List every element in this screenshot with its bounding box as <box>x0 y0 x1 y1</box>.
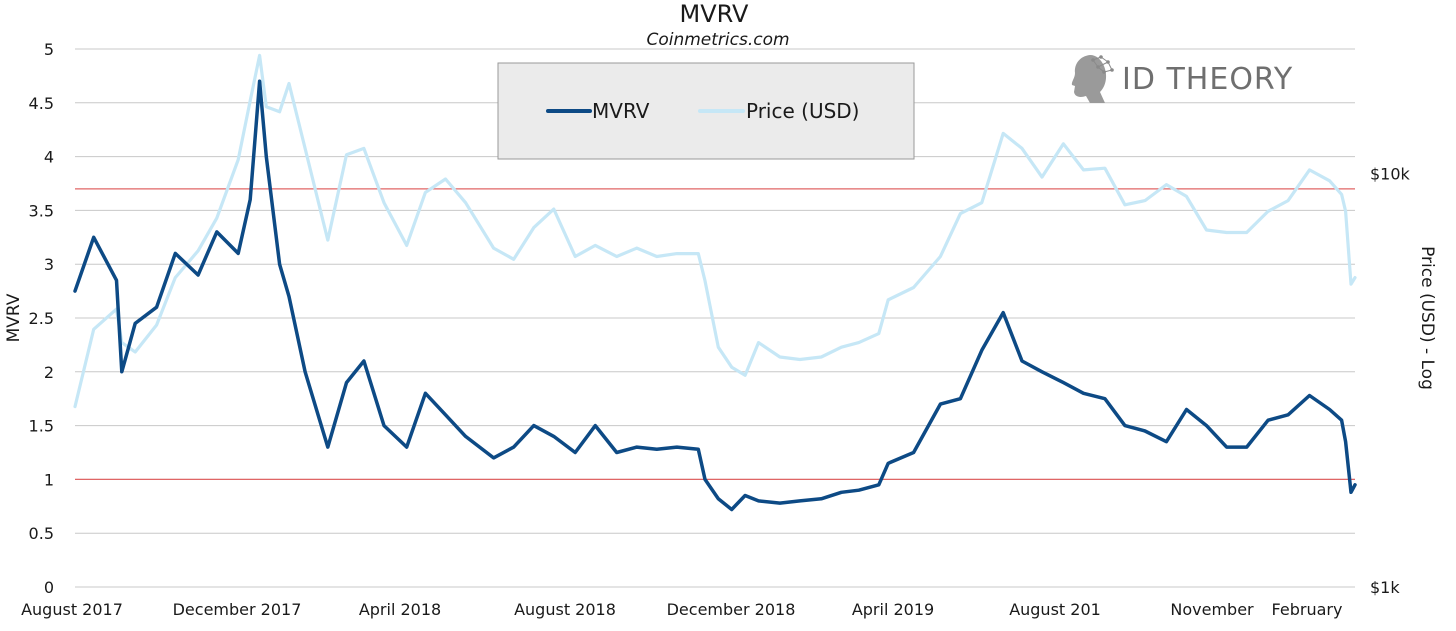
chart-subtitle: Coinmetrics.com <box>646 30 789 50</box>
brand-logo: ID THEORY <box>1071 55 1293 103</box>
y-tick-label: 1 <box>44 470 54 489</box>
x-tick-label: April 2018 <box>359 600 441 619</box>
series-line-price <box>73 53 1357 409</box>
series-line-mvrv <box>73 79 1357 512</box>
y-tick-label: 4.5 <box>29 94 54 113</box>
y-tick-label: 5 <box>44 40 54 59</box>
y2-tick-label: $10k <box>1370 164 1411 183</box>
y-tick-label: 3 <box>44 255 54 274</box>
x-tick-label: November <box>1170 600 1254 619</box>
y-tick-label: 3.5 <box>29 201 54 220</box>
x-tick-label: August 201 <box>1009 600 1101 619</box>
x-tick-label: April 2019 <box>852 600 934 619</box>
x-tick-label: August 2017 <box>21 600 123 619</box>
y-tick-label: 2 <box>44 363 54 382</box>
y-axis-ticks: 0 0.5 1 1.5 2 2.5 3 3.5 4 4.5 5 <box>29 40 54 597</box>
y-tick-label: 4 <box>44 148 54 167</box>
chart-title: MVRV <box>680 0 749 28</box>
x-tick-label: December 2018 <box>667 600 796 619</box>
x-axis-ticks: August 2017 December 2017 April 2018 August… <box>21 600 1342 619</box>
x-tick-label: August 2018 <box>514 600 616 619</box>
y-tick-label: 0.5 <box>29 524 54 543</box>
y2-tick-label: $1k <box>1370 578 1400 597</box>
series-layer <box>73 53 1357 512</box>
brand-name: ID THEORY <box>1122 62 1293 97</box>
y2-axis-ticks: $1k $10k <box>1370 164 1411 597</box>
y2-axis-title: Price (USD) - Log <box>1417 246 1437 390</box>
x-tick-label: December 2017 <box>173 600 302 619</box>
legend-label-mvrv: MVRV <box>592 99 650 123</box>
y-tick-label: 0 <box>44 578 54 597</box>
x-tick-label: February <box>1272 600 1343 619</box>
legend-label-price: Price (USD) <box>746 99 860 123</box>
y-tick-label: 2.5 <box>29 309 54 328</box>
y-axis-title: MVRV <box>4 293 24 342</box>
reference-lines <box>75 188 1355 481</box>
head-network-icon <box>1071 55 1114 103</box>
y-tick-label: 1.5 <box>29 417 54 436</box>
legend: MVRV Price (USD) <box>497 62 915 160</box>
